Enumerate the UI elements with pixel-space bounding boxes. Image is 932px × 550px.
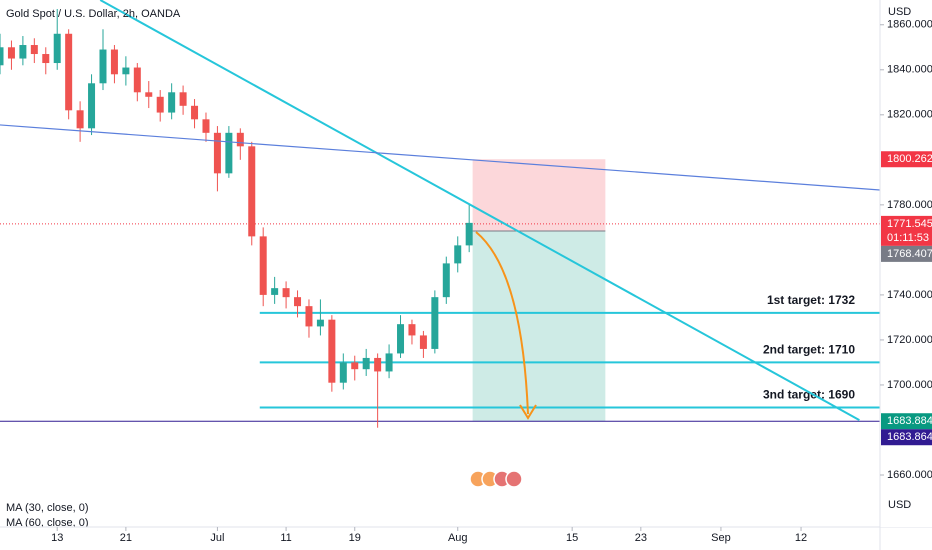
candle-body — [259, 236, 267, 295]
candle-body — [19, 45, 27, 59]
candle-body — [362, 357, 370, 370]
x-tick-label: 12 — [795, 532, 807, 544]
candle-body — [213, 132, 221, 174]
candle-body — [0, 47, 4, 66]
stop-zone — [472, 159, 606, 231]
y-tick-label: 1840.000 — [887, 64, 932, 76]
candle-body — [271, 288, 279, 295]
price-badge — [881, 151, 932, 168]
candle-body — [397, 324, 405, 354]
candle-body — [30, 45, 38, 55]
y-tick-label: 1720.000 — [887, 334, 932, 346]
candle-body — [465, 222, 473, 246]
candle-body — [351, 362, 359, 370]
target-zone — [472, 230, 606, 422]
projection-arrow — [475, 231, 529, 415]
price-badge — [881, 215, 932, 246]
x-tick-label: 15 — [566, 532, 578, 544]
candle-body — [133, 67, 141, 93]
price-scale — [880, 0, 932, 527]
candle-body — [145, 92, 153, 97]
candle-body — [225, 132, 233, 174]
x-tick-label: 11 — [280, 532, 291, 544]
y-tick-label: 1780.000 — [887, 199, 932, 211]
trendline — [0, 124, 880, 191]
candle-body — [179, 92, 187, 106]
price-badge-label: 1800.262 — [887, 153, 932, 165]
candle-body — [374, 357, 382, 372]
candle-body — [202, 119, 210, 133]
price-badge-label: 1768.407 — [887, 248, 932, 260]
legend-entry: MA (30, close, 0) — [6, 502, 89, 514]
x-tick-label: 13 — [51, 532, 63, 544]
y-tick-label: 1740.000 — [887, 289, 932, 301]
x-tick-label: Aug — [448, 532, 468, 544]
candle-body — [65, 33, 73, 111]
candle-body — [408, 324, 416, 336]
y-tick-label: 1860.000 — [887, 19, 932, 31]
currency-label: USD — [888, 6, 911, 18]
price-badge — [881, 245, 932, 262]
x-tick-label: 21 — [120, 532, 132, 544]
candle-body — [76, 110, 84, 129]
y-tick-label: 1700.000 — [887, 379, 932, 391]
currency-label: USD — [888, 499, 911, 511]
x-tick-label: Sep — [711, 532, 731, 544]
candle-body — [236, 132, 244, 147]
candle-body — [248, 146, 256, 237]
projection-arrowhead — [519, 404, 537, 420]
plot-area: 1st target: 1732 2nd target: 1710 3nd targ… — [0, 0, 880, 428]
price-badge-label: 1771.545 — [887, 218, 932, 230]
price-badge — [881, 429, 932, 446]
candle-body — [385, 353, 393, 372]
candle-body — [7, 47, 15, 59]
candle-body — [282, 288, 290, 298]
candle-body — [339, 362, 347, 383]
candle-body — [53, 33, 61, 64]
target-label: 2nd target: 1710 — [763, 343, 855, 357]
x-axis-band — [0, 527, 932, 550]
legend-entry: MA (60, close, 0) — [6, 517, 89, 529]
x-tick-label: 23 — [635, 532, 647, 544]
candle-body — [442, 263, 450, 298]
candle-body — [419, 335, 427, 349]
price-badge — [881, 413, 932, 430]
candle-body — [156, 96, 164, 113]
candle-body — [431, 297, 439, 349]
candle-body — [42, 54, 50, 64]
trendline — [99, 0, 860, 421]
candle-body — [328, 319, 336, 383]
candle-body — [110, 49, 118, 75]
x-tick-label: 19 — [349, 532, 361, 544]
target-label: 1st target: 1732 — [767, 293, 855, 307]
candle-body — [122, 67, 130, 75]
candle-body — [191, 105, 199, 120]
candle-body — [168, 92, 176, 113]
y-tick-label: 1820.000 — [887, 109, 932, 121]
candle-body — [99, 49, 107, 84]
countdown-label: 01:11:53 — [887, 232, 929, 244]
candle-body — [454, 245, 462, 264]
candle-body — [305, 306, 313, 327]
target-label: 3nd target: 1690 — [763, 388, 855, 402]
x-tick-label: Jul — [210, 532, 224, 544]
chart-title: Gold Spot / U.S. Dollar, 2h, OANDA — [6, 8, 181, 20]
event-icons — [469, 470, 523, 488]
candle-body — [316, 319, 324, 327]
axes: 1860.000 1840.000 1820.000 1780.000 1740.000… — [51, 19, 932, 544]
candle-body — [294, 297, 302, 307]
candle-body — [88, 83, 96, 129]
price-badge-label: 1683.884 — [887, 415, 932, 427]
y-tick-label: 1660.000 — [887, 469, 932, 481]
price-badge-label: 1683.864 — [887, 431, 932, 443]
